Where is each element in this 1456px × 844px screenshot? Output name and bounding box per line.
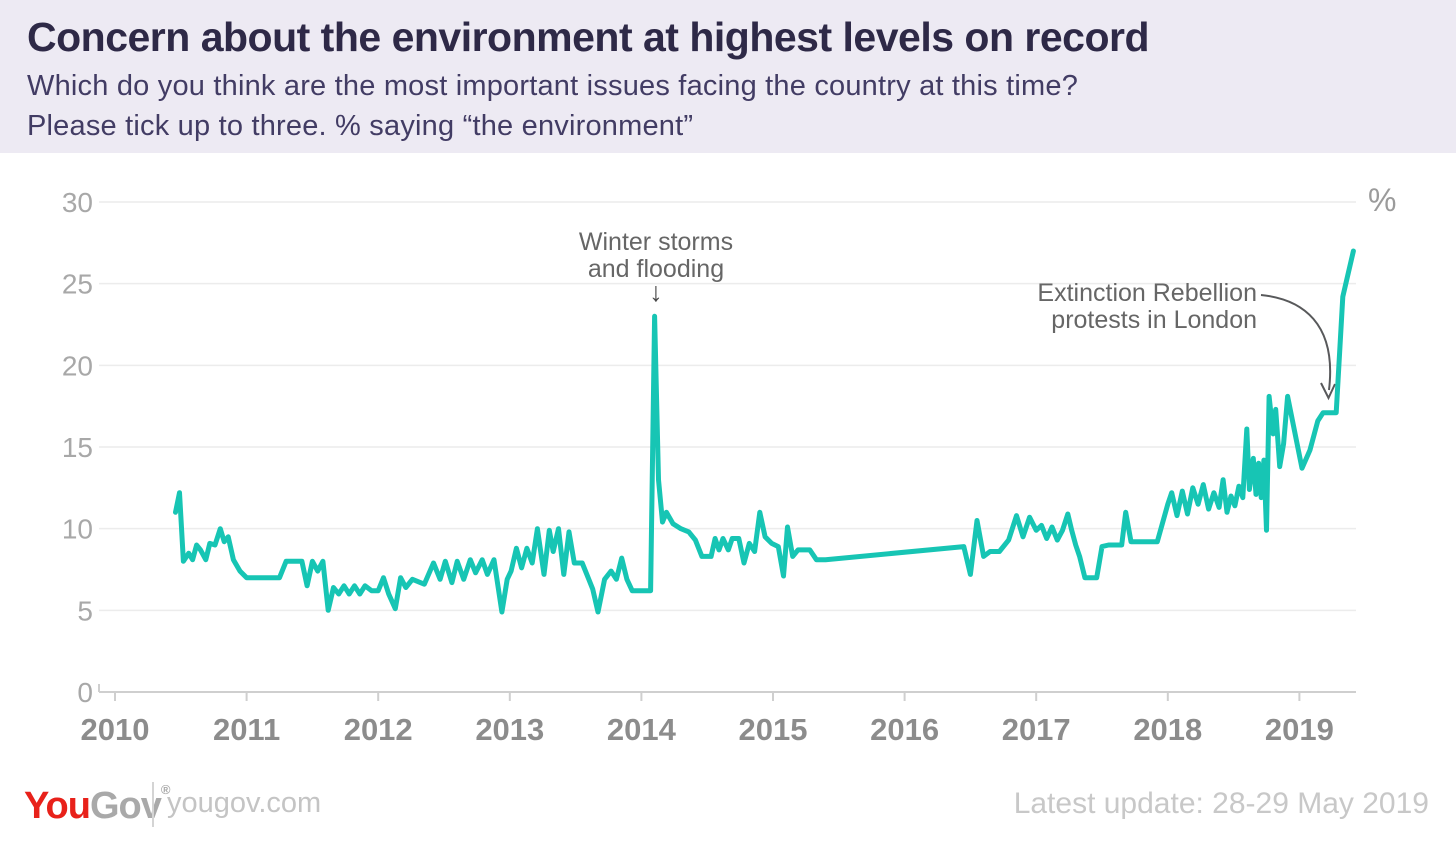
- y-axis-unit-label: %: [1368, 182, 1397, 218]
- y-tick-label: 0: [77, 677, 93, 708]
- chart-subtitle-line2: Please tick up to three. % saying “the e…: [27, 110, 694, 142]
- x-tick-label: 2010: [81, 712, 150, 747]
- x-tick-label: 2017: [1002, 712, 1071, 747]
- x-tick-label: 2012: [344, 712, 413, 747]
- curved-arrow-icon: [1260, 294, 1332, 391]
- down-arrow-icon: ↓: [649, 277, 663, 307]
- footer-divider: [152, 782, 154, 827]
- x-tick-label: 2015: [739, 712, 808, 747]
- footer-website-link[interactable]: yougov.com: [167, 787, 322, 819]
- logo-you: You: [24, 785, 91, 827]
- annotation-winter-line2: and flooding: [587, 255, 725, 283]
- chart-header: Concern about the environment at highest…: [0, 0, 1456, 153]
- page-title: Concern about the environment at highest…: [27, 14, 1149, 60]
- y-tick-label: 5: [77, 595, 93, 626]
- x-tick-label: 2018: [1133, 712, 1202, 747]
- x-tick-label: 2011: [213, 712, 280, 747]
- logo-gov: Gov: [89, 785, 162, 827]
- environment-data-line: [173, 248, 1356, 615]
- page-footer: YouGov® yougov.com Latest update: 28-29 …: [0, 760, 1456, 844]
- annotation-winter-line1: Winter storms: [578, 228, 734, 256]
- annotation-extinction-rebellion: Extinction Rebellion protests in London: [950, 280, 1257, 334]
- x-tick-label: 2016: [870, 712, 939, 747]
- yougov-logo: YouGov®: [24, 782, 171, 828]
- x-tick-label: 2013: [475, 712, 544, 747]
- registered-trademark-icon: ®: [160, 782, 171, 797]
- latest-update-label: Latest update: 28-29 May 2019: [1013, 787, 1429, 820]
- chart-subtitle-line1: Which do you think are the most importan…: [27, 70, 1079, 102]
- y-tick-label: 30: [62, 187, 93, 218]
- annotation-winter-storms: Winter storms and flooding: [520, 229, 792, 283]
- annotation-xr-line2: protests in London: [1051, 306, 1257, 334]
- annotation-xr-line1: Extinction Rebellion: [1037, 279, 1257, 307]
- x-tick-label: 2014: [607, 712, 677, 747]
- y-tick-label: 10: [62, 514, 93, 545]
- y-tick-label: 20: [62, 350, 93, 381]
- x-tick-label: 2019: [1265, 712, 1334, 747]
- curved-arrow-head-icon: [1320, 382, 1336, 401]
- y-tick-label: 25: [62, 269, 93, 300]
- y-tick-label: 15: [62, 432, 93, 463]
